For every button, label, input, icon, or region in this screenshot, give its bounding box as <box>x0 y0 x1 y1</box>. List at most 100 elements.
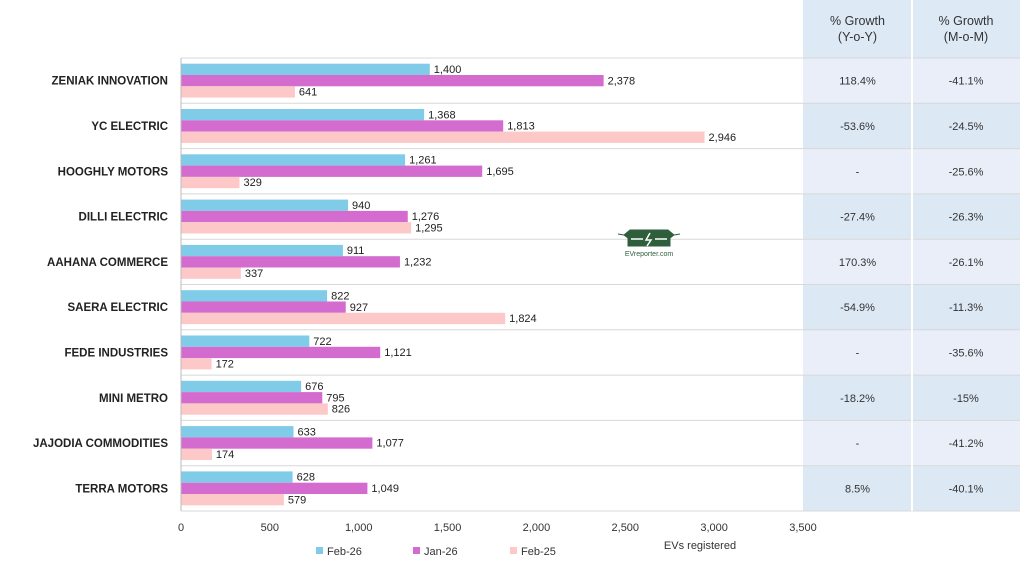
bar-Jan-26 <box>181 392 323 404</box>
data-label: 676 <box>305 381 323 393</box>
bar-Feb-25 <box>181 176 240 189</box>
legend-label: Jan-26 <box>424 546 458 558</box>
bar-Jan-26 <box>181 120 504 132</box>
bar-Jan-26 <box>181 301 346 313</box>
data-label: 911 <box>347 245 365 257</box>
data-label: 579 <box>288 494 306 506</box>
x-tick-label: 500 <box>261 522 279 534</box>
data-label: 1,824 <box>509 313 537 325</box>
data-label: 927 <box>350 302 368 314</box>
table-header-line2: (M-o-M) <box>944 30 988 44</box>
table-cell: 8.5% <box>845 483 870 495</box>
data-label: 1,049 <box>371 483 399 495</box>
bar-Jan-26 <box>181 165 483 177</box>
table-cell: -53.6% <box>840 121 875 133</box>
table-header-line1: % Growth <box>830 14 885 28</box>
category-label: DILLI ELECTRIC <box>79 212 168 224</box>
watermark-text: EVreporter.com <box>625 251 674 258</box>
data-label: 641 <box>299 87 317 99</box>
x-tick-label: 1,500 <box>434 522 462 534</box>
bar-Feb-25 <box>181 222 412 234</box>
bar-Feb-26 <box>181 335 310 347</box>
data-label: 722 <box>313 336 331 348</box>
data-label: 1,295 <box>415 223 443 235</box>
data-label: 1,276 <box>412 211 440 223</box>
table-cell: -54.9% <box>840 302 875 314</box>
bar-Jan-26 <box>181 482 368 494</box>
data-label: 822 <box>331 291 349 303</box>
data-label: 1,077 <box>376 438 404 450</box>
data-label: 1,232 <box>404 257 432 269</box>
table-cell: 118.4% <box>839 76 876 88</box>
x-tick-label: 2,500 <box>612 522 640 534</box>
table-cell: -41.2% <box>949 438 984 450</box>
data-label: 1,368 <box>428 109 456 121</box>
table-cell: -27.4% <box>840 212 875 224</box>
legend-swatch <box>510 547 517 554</box>
data-label: 628 <box>297 472 315 484</box>
category-label: JAJODIA COMMODITIES <box>33 438 168 450</box>
bar-Feb-26 <box>181 426 294 438</box>
category-label: FEDE INDUSTRIES <box>64 347 168 359</box>
category-label: MINI METRO <box>99 393 168 405</box>
bar-Feb-25 <box>181 358 212 370</box>
legend-label: Feb-26 <box>327 546 362 558</box>
table-cell: - <box>856 166 860 178</box>
x-tick-label: 0 <box>178 522 184 534</box>
data-label: 633 <box>297 426 315 438</box>
bar-Feb-26 <box>181 199 349 211</box>
evreporter-logo <box>617 229 681 247</box>
data-label: 2,946 <box>709 132 737 144</box>
table-cell: -18.2% <box>840 393 875 405</box>
bar-Feb-26 <box>181 290 328 302</box>
data-label: 1,695 <box>486 166 514 178</box>
category-label: HOOGHLY MOTORS <box>58 166 169 178</box>
bar-Jan-26 <box>181 346 381 359</box>
legend-swatch <box>413 547 420 554</box>
bar-Feb-26 <box>181 244 343 257</box>
data-label: 2,378 <box>608 75 636 87</box>
table-cell: - <box>856 347 860 359</box>
data-label: 1,121 <box>384 347 412 359</box>
bar-Jan-26 <box>181 437 373 449</box>
bar-Jan-26 <box>181 210 408 223</box>
category-label: AAHANA COMMERCE <box>47 257 168 269</box>
bar-Feb-25 <box>181 267 241 279</box>
table-cell: -40.1% <box>949 483 984 495</box>
bar-Feb-26 <box>181 63 430 75</box>
data-label: 337 <box>245 268 263 280</box>
bar-Feb-25 <box>181 448 212 460</box>
category-label: ZENIAK INNOVATION <box>52 76 169 88</box>
table-cell: -11.3% <box>949 302 983 314</box>
table-cell: -15% <box>953 393 979 405</box>
table-cell: -26.3% <box>949 212 984 224</box>
bar-Jan-26 <box>181 75 604 87</box>
x-tick-label: 3,500 <box>789 522 817 534</box>
legend-swatch <box>316 547 323 554</box>
x-tick-label: 1,000 <box>345 522 373 534</box>
table-header-line1: % Growth <box>939 14 994 28</box>
table-cell: - <box>856 438 860 450</box>
bar-Feb-25 <box>181 403 328 415</box>
x-tick-label: 2,000 <box>523 522 551 534</box>
category-label: SAERA ELECTRIC <box>67 302 168 314</box>
bar-Feb-26 <box>181 380 302 393</box>
bar-Jan-26 <box>181 256 400 268</box>
bar-Feb-26 <box>181 109 425 121</box>
table-cell: -24.5% <box>949 121 984 133</box>
data-label: 1,400 <box>434 64 462 76</box>
table-cell: -26.1% <box>949 257 984 269</box>
table-cell: 170.3% <box>839 257 877 269</box>
legend-label: Feb-25 <box>521 546 556 558</box>
x-tick-label: 3,000 <box>700 522 728 534</box>
bar-Feb-26 <box>181 471 293 483</box>
data-label: 174 <box>216 449 234 461</box>
data-label: 1,261 <box>409 155 437 167</box>
data-label: 172 <box>216 358 234 370</box>
bar-Feb-25 <box>181 312 506 325</box>
table-cell: -35.6% <box>949 347 984 359</box>
data-label: 1,813 <box>507 121 535 133</box>
data-label: 826 <box>332 404 350 416</box>
